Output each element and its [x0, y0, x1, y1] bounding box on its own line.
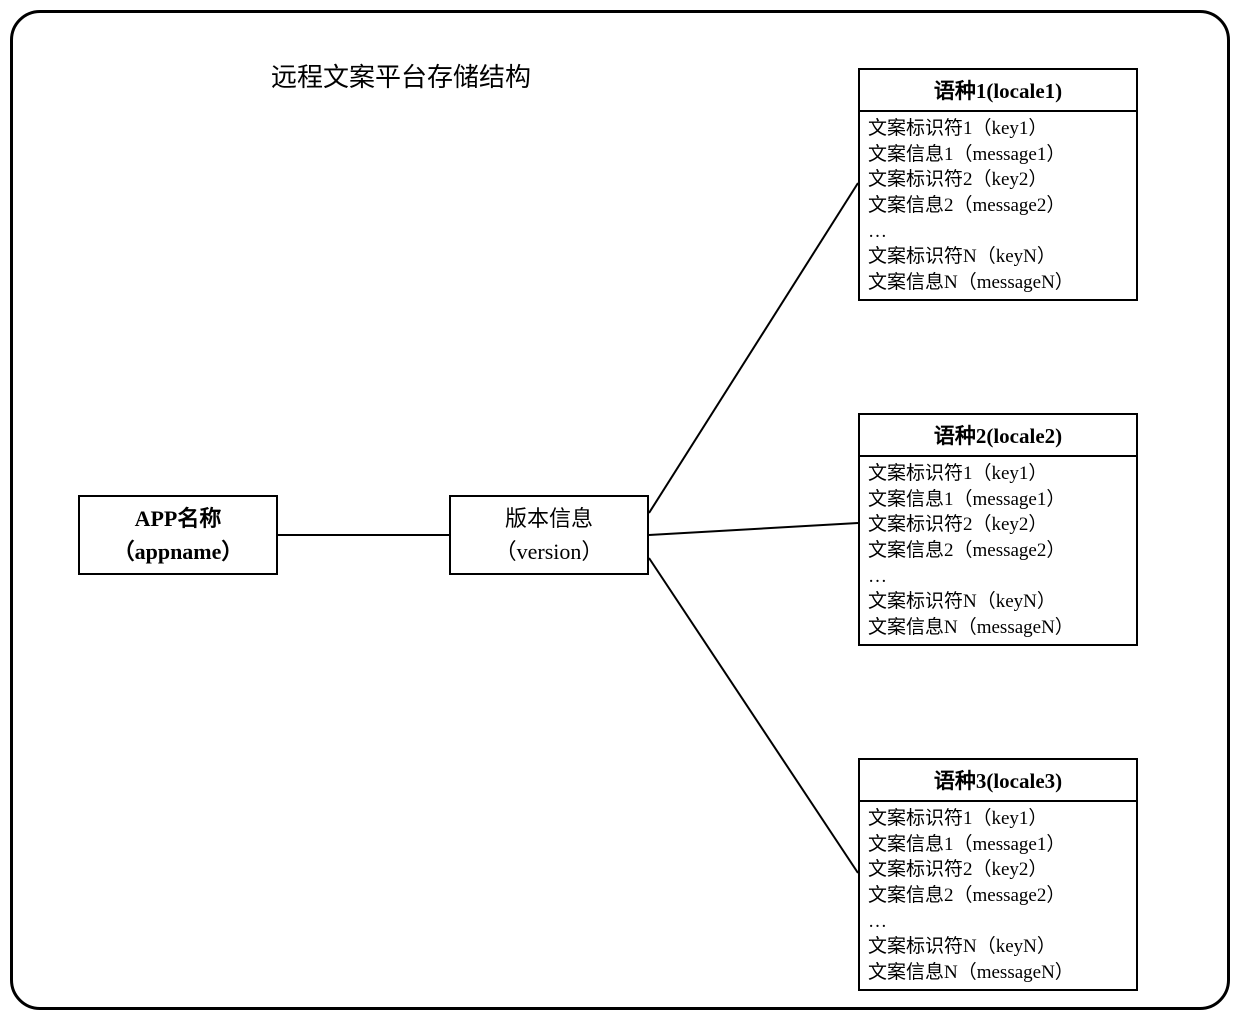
- locale1-item: 文案信息N（messageN）: [868, 270, 1128, 296]
- locale2-body: 文案标识符1（key1） 文案信息1（message1） 文案标识符2（key2…: [860, 457, 1136, 644]
- locale3-item: 文案标识符N（keyN）: [868, 934, 1128, 960]
- locale2-item: 文案标识符2（key2）: [868, 512, 1128, 538]
- locale3-item: …: [868, 909, 1128, 935]
- diagram-container: 远程文案平台存储结构 APP名称 （appname） 版本信息 （version…: [10, 10, 1230, 1010]
- edge-version-locale1: [649, 183, 858, 513]
- locale1-item: 文案标识符1（key1）: [868, 116, 1128, 142]
- edge-version-locale3: [649, 558, 858, 873]
- locale3-item: 文案标识符2（key2）: [868, 857, 1128, 883]
- node-app-line2: （appname）: [113, 535, 244, 568]
- node-version: 版本信息 （version）: [449, 495, 649, 575]
- locale3-body: 文案标识符1（key1） 文案信息1（message1） 文案标识符2（key2…: [860, 802, 1136, 989]
- locale1-body: 文案标识符1（key1） 文案信息1（message1） 文案标识符2（key2…: [860, 112, 1136, 299]
- locale2-item: 文案信息2（message2）: [868, 538, 1128, 564]
- node-version-line1: 版本信息: [505, 502, 593, 535]
- diagram-title: 远程文案平台存储结构: [271, 57, 531, 94]
- locale3-item: 文案信息2（message2）: [868, 883, 1128, 909]
- locale3-item: 文案信息N（messageN）: [868, 960, 1128, 986]
- locale2-item: 文案标识符N（keyN）: [868, 589, 1128, 615]
- locale2-header: 语种2(locale2): [860, 415, 1136, 457]
- node-locale2: 语种2(locale2) 文案标识符1（key1） 文案信息1（message1…: [858, 413, 1138, 646]
- node-app-line1: APP名称: [135, 502, 222, 535]
- node-locale1: 语种1(locale1) 文案标识符1（key1） 文案信息1（message1…: [858, 68, 1138, 301]
- locale1-item: 文案信息2（message2）: [868, 193, 1128, 219]
- locale2-item: 文案信息N（messageN）: [868, 615, 1128, 641]
- locale1-item: 文案标识符2（key2）: [868, 167, 1128, 193]
- locale1-item: 文案标识符N（keyN）: [868, 244, 1128, 270]
- locale1-item: 文案信息1（message1）: [868, 142, 1128, 168]
- locale1-header: 语种1(locale1): [860, 70, 1136, 112]
- locale2-item: …: [868, 564, 1128, 590]
- locale3-item: 文案标识符1（key1）: [868, 806, 1128, 832]
- edge-version-locale2: [649, 523, 858, 535]
- node-version-line2: （version）: [495, 535, 604, 568]
- locale1-item: …: [868, 219, 1128, 245]
- locale3-header: 语种3(locale3): [860, 760, 1136, 802]
- locale2-item: 文案信息1（message1）: [868, 487, 1128, 513]
- locale3-item: 文案信息1（message1）: [868, 832, 1128, 858]
- node-app: APP名称 （appname）: [78, 495, 278, 575]
- locale2-item: 文案标识符1（key1）: [868, 461, 1128, 487]
- node-locale3: 语种3(locale3) 文案标识符1（key1） 文案信息1（message1…: [858, 758, 1138, 991]
